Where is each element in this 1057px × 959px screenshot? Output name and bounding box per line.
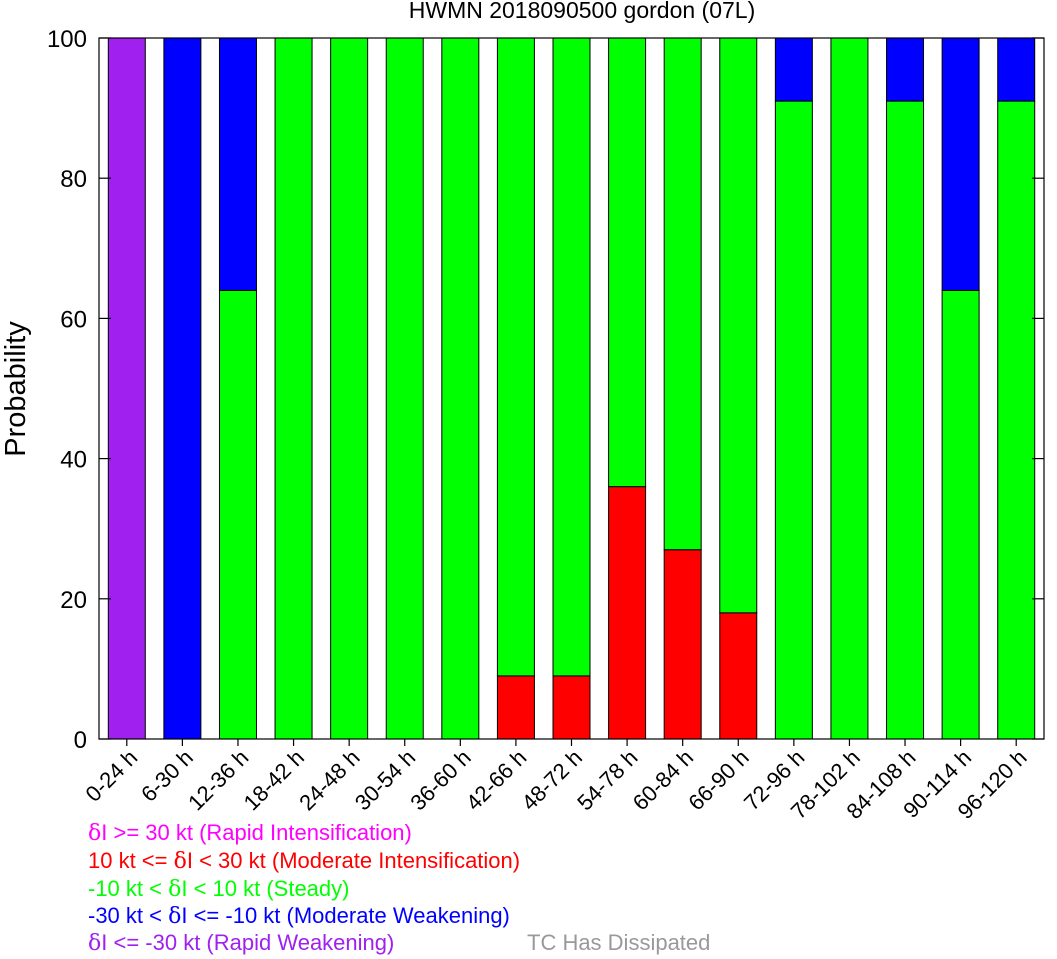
legend-delta-symbol: δ [168, 904, 182, 929]
legend-text: I <= -30 kt (Rapid Weakening) [101, 930, 395, 955]
bar-steady-7 [496, 37, 535, 677]
bar-steady-6 [441, 37, 480, 740]
x-tick-label: 66-90 h [683, 745, 753, 815]
legend-item-steady: -10 kt < δI < 10 kt (Steady) [88, 876, 349, 903]
legend-text: I <= -10 kt (Moderate Weakening) [181, 903, 510, 928]
bar-moderate_weakening-1 [163, 37, 202, 740]
legend-text: I >= 30 kt (Rapid Intensification) [101, 820, 412, 845]
x-tick-label: 0-24 h [81, 745, 143, 807]
bar-moderate_intensification-9 [608, 486, 647, 740]
bar-steady-4 [330, 37, 369, 740]
bar-moderate_weakening-16 [997, 37, 1036, 102]
y-tick-label: 40 [60, 447, 87, 474]
legend-item-dissipated: TC Has Dissipated [527, 930, 711, 955]
legend-item-moderate-intensification: 10 kt <= δI < 30 kt (Moderate Intensific… [88, 848, 520, 875]
bar-moderate_weakening-15 [941, 37, 980, 291]
legend-text: I < 30 kt (Moderate Intensification) [186, 848, 521, 873]
bar-moderate_weakening-14 [886, 37, 925, 102]
bar-moderate_weakening-12 [774, 37, 813, 102]
bars-layer [107, 37, 1036, 740]
x-tick-label: 24-48 h [294, 745, 364, 815]
x-tick-label: 42-66 h [461, 745, 531, 815]
x-tick-label: 30-54 h [350, 745, 420, 815]
bar-steady-16 [997, 100, 1036, 740]
x-tick-label: 18-42 h [239, 745, 309, 815]
legend-item-moderate-weakening: -30 kt < δI <= -10 kt (Moderate Weakenin… [88, 903, 510, 930]
legend-prefix: -30 kt < [88, 903, 169, 928]
legend-text: I < 10 kt (Steady) [181, 876, 350, 901]
legend-item-rapid-intensification: δI >= 30 kt (Rapid Intensification) [88, 820, 412, 847]
bar-moderate_intensification-7 [496, 675, 535, 740]
bar-steady-3 [274, 37, 313, 740]
legend-prefix: 10 kt <= [88, 848, 174, 873]
legend-delta-symbol: δ [173, 849, 187, 874]
bar-steady-9 [608, 37, 647, 488]
bar-moderate_weakening-2 [218, 37, 257, 291]
legend-delta-symbol: δ [88, 821, 102, 846]
x-tick-label: 48-72 h [517, 745, 587, 815]
y-tick-label: 80 [60, 166, 87, 193]
bar-steady-14 [886, 100, 925, 740]
bar-moderate_intensification-8 [552, 675, 591, 740]
bar-steady-13 [830, 37, 869, 740]
y-tick-label: 0 [74, 727, 87, 754]
legend-delta-symbol: δ [168, 877, 182, 902]
legend-prefix: -10 kt < [88, 876, 169, 901]
bar-steady-12 [774, 100, 813, 740]
chart-title: HWMN 2018090500 gordon (07L) [409, 0, 755, 23]
bar-moderate_intensification-11 [719, 612, 758, 740]
x-tick-label: 54-78 h [572, 745, 642, 815]
bar-steady-11 [719, 37, 758, 614]
y-tick-label: 60 [60, 306, 87, 333]
plot-frame [98, 37, 1045, 740]
y-tick-label: 20 [60, 587, 87, 614]
bar-steady-15 [941, 289, 980, 740]
x-tick-label: 36-60 h [405, 745, 475, 815]
y-tick-label: 100 [47, 26, 87, 53]
x-tick-label: 12-36 h [183, 745, 253, 815]
legend-item-rapid-weakening: δI <= -30 kt (Rapid Weakening) [88, 930, 394, 957]
bar-rapid_weakening-0 [107, 37, 146, 740]
legend-delta-symbol: δ [88, 931, 102, 956]
bar-steady-10 [663, 37, 702, 551]
bar-steady-2 [218, 289, 257, 740]
y-axis-label: Probability [0, 321, 32, 457]
bar-moderate_intensification-10 [663, 549, 702, 740]
bar-steady-5 [385, 37, 424, 740]
bar-steady-8 [552, 37, 591, 677]
x-tick-label: 60-84 h [628, 745, 698, 815]
